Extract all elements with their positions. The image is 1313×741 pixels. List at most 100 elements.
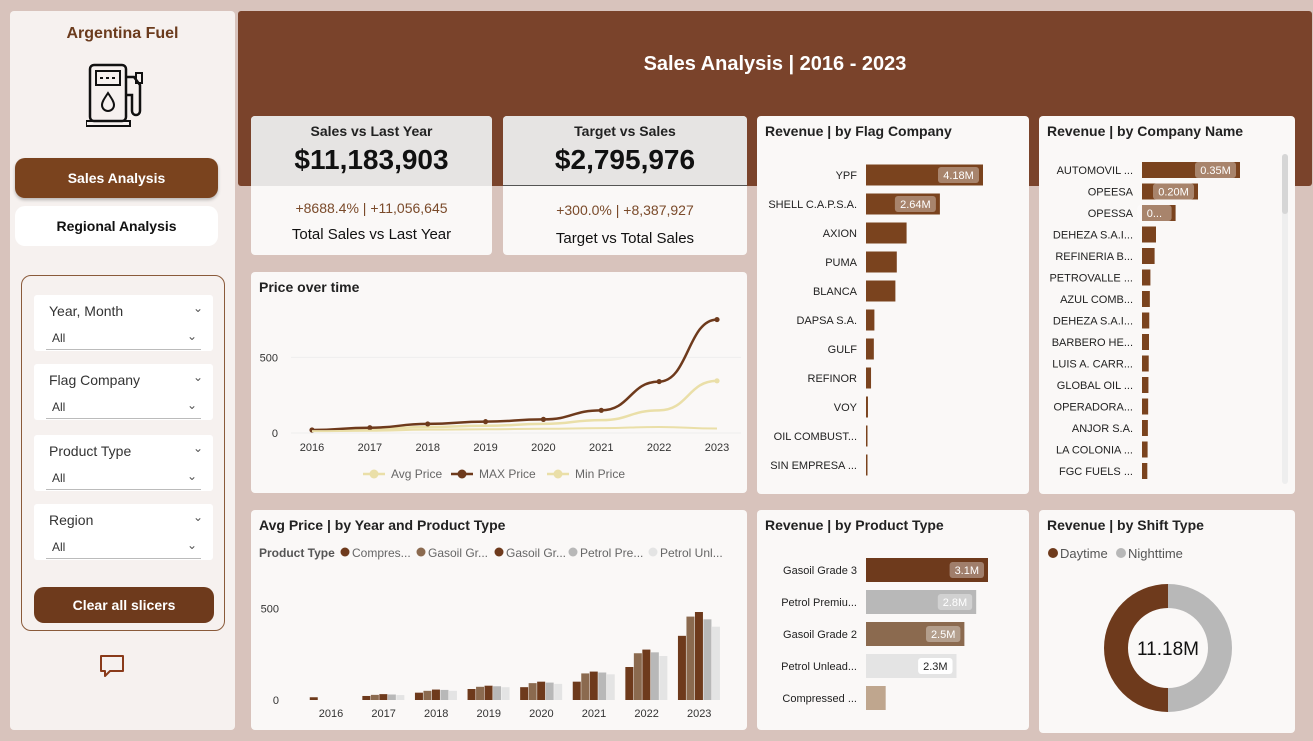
bar	[633, 653, 642, 700]
chevron-down-icon: ⌄	[186, 398, 197, 412]
data-label: 2.64M	[900, 199, 931, 211]
slicer-label: Flag Company	[49, 372, 141, 388]
bar	[866, 251, 897, 273]
bar	[598, 672, 607, 700]
slicer-flag-company[interactable]: Flag Company ⌄ All ⌄	[34, 364, 213, 420]
kpi-card-target-vs-sales: Target vs Sales $2,795,976 +300.0% | +8,…	[503, 116, 747, 255]
legend-label: Petrol Pre...	[580, 546, 643, 560]
bar	[423, 690, 432, 700]
legend-label: Min Price	[575, 467, 625, 481]
x-tick-label: 2022	[647, 442, 671, 454]
kpi-card-sales-vs-last-year: Sales vs Last Year $11,183,903 +8688.4% …	[251, 116, 492, 255]
slicer-dropdown[interactable]: All ⌄	[46, 466, 201, 490]
revenue-by-company-card: Revenue | by Company Name AUTOMOVIL ... 0…	[1039, 116, 1295, 494]
bar	[866, 396, 868, 418]
category-label: Gasoil Grade 3	[783, 565, 857, 577]
category-label: PETROVALLE ...	[1049, 273, 1133, 285]
category-label: YPF	[836, 170, 858, 182]
category-label: DAPSA S.A.	[796, 315, 857, 327]
x-tick-label: 2021	[589, 442, 613, 454]
series-line-0	[311, 379, 718, 432]
legend-marker	[553, 469, 563, 479]
x-tick-label: 2016	[319, 708, 343, 720]
data-label: 0.20M	[1158, 187, 1189, 199]
bar	[448, 690, 457, 700]
category-label: OPERADORA...	[1054, 402, 1133, 414]
legend-label: Avg Price	[391, 467, 442, 481]
donut-slice-daytime	[1104, 584, 1168, 712]
slicer-label: Product Type	[49, 443, 132, 459]
bar	[866, 193, 940, 215]
category-label: PUMA	[825, 257, 857, 269]
y-tick-label: 0	[272, 428, 278, 440]
category-label: ANJOR S.A.	[1072, 423, 1133, 435]
revenue-by-shift-chart: Daytime Nighttime 11.18M	[1048, 546, 1232, 712]
chevron-down-icon[interactable]: ⌄	[192, 441, 203, 455]
bar	[650, 652, 659, 700]
data-label: 0...	[1147, 208, 1162, 220]
slicer-dropdown[interactable]: All ⌄	[46, 395, 201, 419]
category-label: BLANCA	[813, 286, 858, 298]
legend-marker	[568, 547, 578, 557]
x-tick-label: 2016	[300, 442, 324, 454]
slicer-region[interactable]: Region ⌄ All ⌄	[34, 504, 213, 560]
bar	[545, 682, 554, 700]
x-tick-label: 2020	[531, 442, 555, 454]
legend-marker	[369, 469, 379, 479]
bar	[1142, 248, 1155, 264]
donut-center-label: 11.18M	[1137, 639, 1199, 660]
data-label: 0.35M	[1200, 165, 1231, 177]
bar	[1142, 162, 1240, 178]
bar	[414, 692, 423, 700]
bar	[589, 671, 598, 700]
chart-title: Revenue | by Company Name	[1047, 123, 1244, 139]
slicer-dropdown[interactable]: All ⌄	[46, 326, 201, 350]
category-label: REFINERIA B...	[1055, 251, 1133, 263]
bar	[866, 338, 874, 360]
revenue-by-product-chart: Gasoil Grade 3 3.1M Petrol Premiu... 2.8M Ga…	[781, 558, 988, 710]
bar	[501, 687, 510, 700]
chevron-down-icon[interactable]: ⌄	[192, 510, 203, 524]
legend-label: Nighttime	[1128, 546, 1183, 561]
bar	[387, 694, 396, 700]
category-label: VOY	[834, 402, 858, 414]
scrollbar-thumb[interactable]	[1282, 154, 1288, 214]
data-label-bg	[1195, 162, 1236, 178]
kpi-value: $11,183,903	[294, 144, 449, 175]
x-tick-label: 2018	[424, 708, 448, 720]
slicer-dropdown[interactable]: All ⌄	[46, 535, 201, 559]
price-over-time-card: Price over time 500 0 2016 2017 2018 2019 2020…	[251, 272, 747, 493]
avg-price-by-year-chart: Product Type Compres... Gasoil Gr... Gasoil…	[259, 546, 723, 720]
bar	[866, 454, 868, 476]
data-label: 3.1M	[955, 565, 979, 577]
scrollbar-track[interactable]	[1282, 154, 1288, 484]
category-label: DEHEZA S.A.I...	[1053, 230, 1133, 242]
category-label: SIN EMPRESA ...	[770, 460, 857, 472]
slicer-label: Year, Month	[49, 303, 124, 319]
data-label-bg	[918, 658, 953, 674]
category-label: BARBERO HE...	[1052, 337, 1133, 349]
nav-sales-analysis-button[interactable]: Sales Analysis	[15, 158, 218, 198]
slicer-product-type[interactable]: Product Type ⌄ All ⌄	[34, 435, 213, 491]
revenue-by-company-chart: AUTOMOVIL ... 0.35M OPEESA 0.20M OPESSA 0... D…	[1049, 162, 1240, 479]
x-tick-label: 2017	[371, 708, 395, 720]
category-label: OPEESA	[1088, 187, 1134, 199]
chevron-down-icon[interactable]: ⌄	[192, 301, 203, 315]
bar	[866, 425, 868, 447]
slicer-year-month[interactable]: Year, Month ⌄ All ⌄	[34, 295, 213, 351]
clear-all-slicers-button[interactable]: Clear all slicers	[34, 587, 214, 623]
revenue-by-flag-chart: YPF 4.18M SHELL C.A.P.S.A. 2.64M AXION PUMA BL…	[768, 164, 983, 476]
page-title: Sales Analysis | 2016 - 2023	[643, 53, 907, 75]
bar	[866, 622, 965, 646]
category-label: LUIS A. CARR...	[1052, 359, 1133, 371]
nav-regional-analysis-button[interactable]: Regional Analysis	[15, 206, 218, 246]
bar	[1142, 398, 1149, 415]
chart-title: Revenue | by Product Type	[765, 517, 944, 533]
category-label: FGC FUELS ...	[1059, 466, 1133, 478]
chat-icon[interactable]	[98, 653, 126, 679]
category-label: AUTOMOVIL ...	[1057, 165, 1133, 177]
series-line-2	[311, 425, 718, 433]
category-label: Compressed ...	[782, 693, 857, 705]
chevron-down-icon[interactable]: ⌄	[192, 370, 203, 384]
kpi-header	[503, 116, 747, 186]
